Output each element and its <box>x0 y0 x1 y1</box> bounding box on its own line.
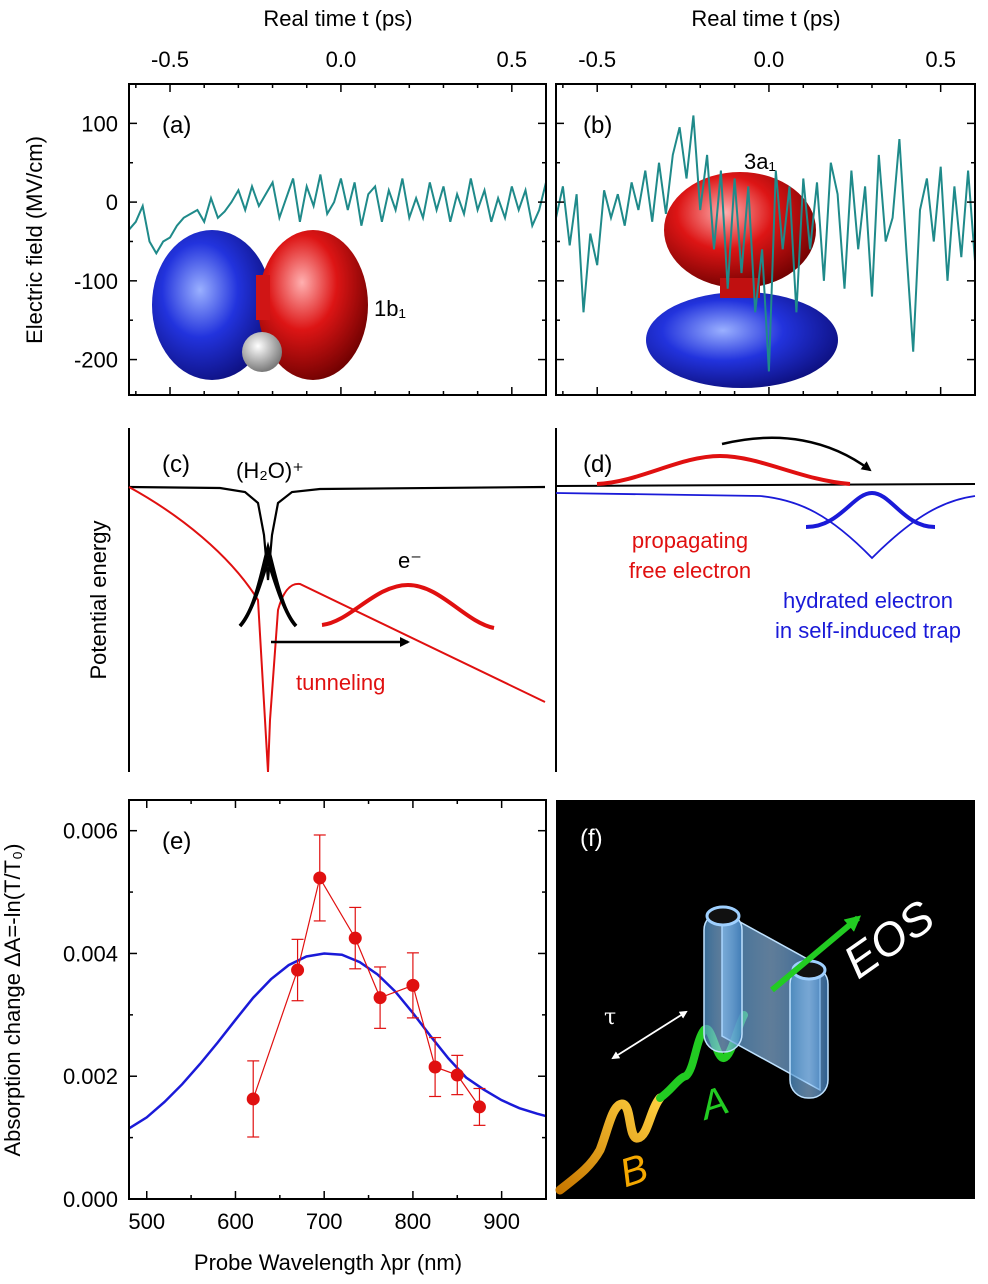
panel-d-label: (d) <box>583 451 612 478</box>
panel-e-frame <box>128 799 547 1200</box>
top-tick-b-1: 0.0 <box>754 47 785 72</box>
top-tick-b-2: 0.5 <box>925 47 956 72</box>
ion-potential-curve <box>128 485 546 581</box>
wavelength-tick-labels: 500 600 700 800 900 <box>128 1209 520 1234</box>
absorption-data-points <box>246 834 486 1138</box>
abs-tick-0: 0.006 <box>63 819 118 844</box>
hydrated-electron-label-1: hydrated electron <box>783 588 953 613</box>
pulse-b <box>555 1093 665 1195</box>
data-connector-line <box>252 876 480 1108</box>
wavelength-axis-label-text: Probe Wavelength λpr (nm) <box>194 1250 462 1275</box>
bound-wavefunction-2 <box>238 554 298 628</box>
ion-label: (H₂O)⁺ <box>236 458 304 483</box>
panel-a: (a) 1b₁ 100 0 -100 -200 <box>74 83 547 396</box>
tunneling-label: tunneling <box>296 670 385 695</box>
orbital-1b1-image <box>152 230 368 380</box>
free-electron-label-2: free electron <box>629 558 751 583</box>
tau-label: τ <box>604 1005 616 1030</box>
abs-tick-1: 0.004 <box>63 941 118 966</box>
data-point <box>428 1060 442 1074</box>
orbital-3a1-image <box>646 172 838 388</box>
panel-c: (c) (H₂O)⁺ e⁻ tunneling <box>128 428 546 773</box>
panel-b-frame <box>555 83 976 396</box>
eos-arrow <box>770 915 862 993</box>
top-tick-a-2: 0.5 <box>497 47 528 72</box>
top-tick-a-0: -0.5 <box>151 47 189 72</box>
data-point <box>450 1068 464 1082</box>
orbital-1b1-label: 1b₁ <box>374 296 406 321</box>
electric-field-axis-label: Electric field (MV/cm) <box>22 136 47 344</box>
hydrated-electron-label-2: in self-induced trap <box>775 618 961 643</box>
electric-field-tick-labels: 100 0 -100 -200 <box>74 111 118 372</box>
free-electron-label-1: propagating <box>632 528 748 553</box>
free-level-line <box>555 483 976 487</box>
ef-tick-3: -200 <box>74 348 118 373</box>
panel-b-label: (b) <box>583 112 612 139</box>
top-axis-title-left: Real time t (ps) <box>263 6 412 31</box>
free-electron-wavepacket <box>596 453 851 486</box>
panel-a-label: (a) <box>162 112 191 139</box>
hydrated-electron-wavefunction <box>805 490 936 529</box>
panel-e-label: (e) <box>162 828 191 855</box>
panel-c-label: (c) <box>162 451 190 478</box>
wl-tick-4: 900 <box>483 1209 520 1234</box>
absorption-tick-labels: 0.006 0.004 0.002 0.000 <box>63 819 118 1212</box>
panel-f: (f) τ EOS A B <box>555 800 975 1199</box>
ef-tick-0: 100 <box>81 111 118 136</box>
panel-b-ticks <box>556 84 976 395</box>
field-trace-a-line <box>128 174 547 256</box>
wavelength-axis-label: Probe Wavelength λpr (nm) <box>194 1250 462 1275</box>
trap-potential-curve <box>555 492 976 560</box>
wl-tick-3: 800 <box>395 1209 432 1234</box>
data-point <box>406 978 420 992</box>
panel-b: (b) 3a₁ <box>555 83 976 396</box>
field-trace-b <box>555 115 976 372</box>
field-trace-a <box>128 174 547 256</box>
ef-tick-1: 0 <box>106 190 118 215</box>
data-point <box>313 871 327 885</box>
panel-f-label: (f) <box>580 825 603 852</box>
top-tick-b-0: -0.5 <box>578 47 616 72</box>
top-tick-labels-a: -0.5 0.0 0.5 <box>151 47 527 72</box>
absorption-axis-label: Absorption change ΔA=-ln(T/T₀) <box>0 843 25 1156</box>
field-trace-b-line <box>555 115 976 372</box>
data-point <box>348 931 362 945</box>
tilted-potential-curve <box>128 486 546 773</box>
panel-d: (d) propagating free electron hydrated e… <box>555 428 976 772</box>
wl-tick-1: 600 <box>217 1209 254 1234</box>
gaussian-fit-curve <box>128 952 547 1130</box>
top-axis-title-right: Real time t (ps) <box>691 6 840 31</box>
electron-label: e⁻ <box>398 548 422 573</box>
data-point <box>373 991 387 1005</box>
top-tick-a-1: 0.0 <box>326 47 357 72</box>
abs-tick-3: 0.000 <box>63 1187 118 1212</box>
data-point <box>246 1092 260 1106</box>
panel-a-ticks <box>129 84 547 395</box>
top-tick-labels-b: -0.5 0.0 0.5 <box>578 47 956 72</box>
panel-a-frame <box>128 83 547 396</box>
fit-line <box>128 952 547 1130</box>
orbital-3a1-label: 3a₁ <box>744 149 776 174</box>
panel-e: (e) 0.006 0.004 0.002 0.000 500 600 700 800 900 <box>63 799 547 1234</box>
electron-wavepacket <box>321 582 495 630</box>
potential-energy-axis-label: Potential energy <box>86 521 111 680</box>
data-point <box>291 963 305 977</box>
propagation-arrow <box>721 436 872 472</box>
abs-tick-2: 0.002 <box>63 1064 118 1089</box>
data-point <box>472 1100 486 1114</box>
panel-e-ticks <box>129 800 547 1200</box>
wl-tick-2: 700 <box>306 1209 343 1234</box>
tau-arrow <box>611 1010 688 1060</box>
wl-tick-0: 500 <box>128 1209 165 1234</box>
ef-tick-2: -100 <box>74 269 118 294</box>
